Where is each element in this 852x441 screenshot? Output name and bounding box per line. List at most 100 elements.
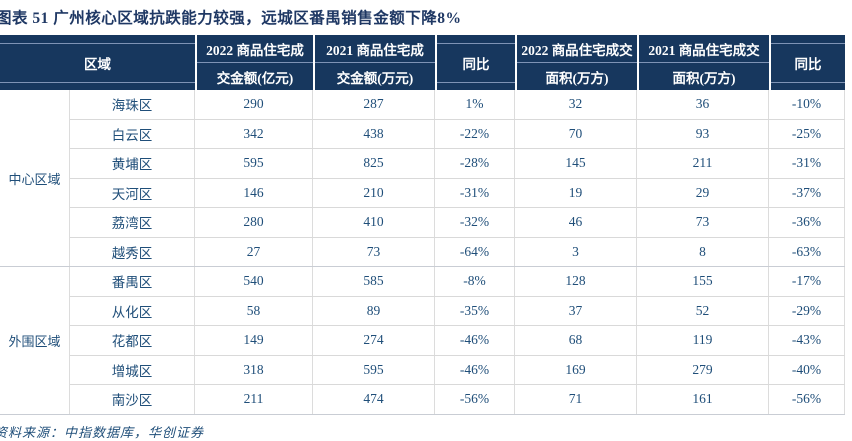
value-cell: 169 xyxy=(515,355,637,384)
value-cell: -64% xyxy=(435,237,515,266)
district-cell: 番禺区 xyxy=(70,267,195,296)
value-cell: 52 xyxy=(637,296,769,325)
table-row: 增城区 318 595 -46% 169 279 -40% xyxy=(70,355,845,385)
table-row: 越秀区 27 73 -64% 3 8 -63% xyxy=(70,237,845,266)
header-2021-amount-line1: 2021 商品住宅成 xyxy=(326,42,424,58)
table-row: 荔湾区 280 410 -32% 46 73 -36% xyxy=(70,208,845,238)
value-cell: 438 xyxy=(313,119,435,148)
header-2022-area-line1: 2022 商品住宅成交 xyxy=(521,42,633,58)
table-row: 黄埔区 595 825 -28% 145 211 -31% xyxy=(70,149,845,179)
table-row: 海珠区 290 287 1% 32 36 -10% xyxy=(70,90,845,120)
header-yoy-area-label: 同比 xyxy=(794,56,822,72)
region-group-central: 中心区域 海珠区 290 287 1% 32 36 -10% 白云区 342 4… xyxy=(0,90,845,267)
value-cell: 70 xyxy=(515,119,637,148)
table-row: 花都区 149 274 -46% 68 119 -43% xyxy=(70,326,845,356)
value-cell: -10% xyxy=(769,90,845,119)
value-cell: 119 xyxy=(637,326,769,355)
header-2021-area-line1: 2021 商品住宅成交 xyxy=(648,42,760,58)
value-cell: 211 xyxy=(195,385,313,414)
value-cell: 540 xyxy=(195,267,313,296)
value-cell: 46 xyxy=(515,208,637,237)
value-cell: 73 xyxy=(637,208,769,237)
header-2021-amount: 2021 商品住宅成 交金额(万元) xyxy=(313,35,435,90)
district-cell: 增城区 xyxy=(70,355,195,384)
value-cell: -36% xyxy=(769,208,845,237)
value-cell: 36 xyxy=(637,90,769,119)
value-cell: 155 xyxy=(637,267,769,296)
header-2021-area: 2021 商品住宅成交 面积(万方) xyxy=(637,35,769,90)
value-cell: 1% xyxy=(435,90,515,119)
group-rows: 番禺区 540 585 -8% 128 155 -17% 从化区 58 89 -… xyxy=(70,267,845,414)
district-cell: 黄埔区 xyxy=(70,149,195,178)
header-region-label: 区域 xyxy=(84,56,111,72)
value-cell: 585 xyxy=(313,267,435,296)
value-cell: 825 xyxy=(313,149,435,178)
header-divider xyxy=(197,62,313,63)
value-cell: -17% xyxy=(769,267,845,296)
table-row: 南沙区 211 474 -56% 71 161 -56% xyxy=(70,385,845,414)
value-cell: -22% xyxy=(435,119,515,148)
table-row: 从化区 58 89 -35% 37 52 -29% xyxy=(70,296,845,326)
value-cell: -8% xyxy=(435,267,515,296)
value-cell: -63% xyxy=(769,237,845,266)
value-cell: -25% xyxy=(769,119,845,148)
value-cell: 474 xyxy=(313,385,435,414)
value-cell: -46% xyxy=(435,326,515,355)
value-cell: 3 xyxy=(515,237,637,266)
value-cell: 318 xyxy=(195,355,313,384)
value-cell: 274 xyxy=(313,326,435,355)
value-cell: 32 xyxy=(515,90,637,119)
header-yoy-area: 同比 xyxy=(769,35,845,90)
value-cell: -43% xyxy=(769,326,845,355)
value-cell: 68 xyxy=(515,326,637,355)
value-cell: 290 xyxy=(195,90,313,119)
district-cell: 白云区 xyxy=(70,119,195,148)
value-cell: -28% xyxy=(435,149,515,178)
data-table: 区域 2022 商品住宅成 交金额(亿元) 2021 商品住宅成 交金额(万元)… xyxy=(0,35,845,415)
header-2022-area-line2: 面积(万方) xyxy=(545,70,609,86)
value-cell: 145 xyxy=(515,149,637,178)
value-cell: -56% xyxy=(769,385,845,414)
table-row: 天河区 146 210 -31% 19 29 -37% xyxy=(70,178,845,208)
header-yoy-amount: 同比 xyxy=(435,35,515,90)
value-cell: 8 xyxy=(637,237,769,266)
group-label: 外围区域 xyxy=(0,267,70,414)
district-cell: 南沙区 xyxy=(70,385,195,414)
header-divider xyxy=(639,62,769,63)
value-cell: 27 xyxy=(195,237,313,266)
value-cell: -31% xyxy=(769,149,845,178)
district-cell: 天河区 xyxy=(70,178,195,207)
group-label: 中心区域 xyxy=(0,90,70,266)
figure-title: 图表 51 广州核心区域抗跌能力较强，远城区番禺销售金额下降8% xyxy=(0,10,462,27)
value-cell: 146 xyxy=(195,178,313,207)
value-cell: -35% xyxy=(435,296,515,325)
value-cell: 410 xyxy=(313,208,435,237)
value-cell: 71 xyxy=(515,385,637,414)
value-cell: 161 xyxy=(637,385,769,414)
value-cell: -56% xyxy=(435,385,515,414)
district-cell: 荔湾区 xyxy=(70,208,195,237)
value-cell: -32% xyxy=(435,208,515,237)
value-cell: 342 xyxy=(195,119,313,148)
district-cell: 花都区 xyxy=(70,326,195,355)
district-cell: 越秀区 xyxy=(70,237,195,266)
district-cell: 海珠区 xyxy=(70,90,195,119)
value-cell: 93 xyxy=(637,119,769,148)
header-2022-amount-line1: 2022 商品住宅成 xyxy=(206,42,304,58)
value-cell: 210 xyxy=(313,178,435,207)
value-cell: 595 xyxy=(313,355,435,384)
region-group-outer: 外围区域 番禺区 540 585 -8% 128 155 -17% 从化区 58… xyxy=(0,267,845,415)
header-2022-amount: 2022 商品住宅成 交金额(亿元) xyxy=(195,35,313,90)
header-yoy-amount-label: 同比 xyxy=(462,56,490,72)
value-cell: 37 xyxy=(515,296,637,325)
value-cell: 279 xyxy=(637,355,769,384)
value-cell: 19 xyxy=(515,178,637,207)
value-cell: -37% xyxy=(769,178,845,207)
header-2021-amount-line2: 交金额(万元) xyxy=(336,70,414,86)
header-divider xyxy=(517,62,637,63)
source-note: 资料来源：中指数据库，华创证券 xyxy=(0,424,205,440)
header-divider xyxy=(315,62,435,63)
table-row: 番禺区 540 585 -8% 128 155 -17% xyxy=(70,267,845,297)
value-cell: -29% xyxy=(769,296,845,325)
header-2021-area-line2: 面积(万方) xyxy=(672,70,736,86)
